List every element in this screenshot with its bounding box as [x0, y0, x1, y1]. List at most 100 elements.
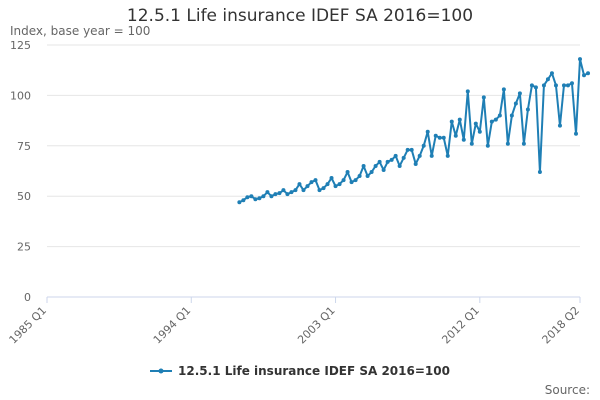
data-point: [369, 170, 374, 175]
data-point: [301, 188, 306, 193]
series-line: [238, 58, 589, 204]
data-point: [389, 157, 394, 162]
data-point: [309, 180, 314, 185]
data-point: [489, 119, 494, 124]
x-tick-label: 1985 Q1: [7, 304, 50, 347]
data-point: [493, 117, 498, 122]
data-point: [249, 194, 254, 199]
data-point: [269, 194, 274, 199]
data-point: [521, 141, 526, 146]
data-point: [505, 141, 510, 146]
y-tick-label: 75: [17, 140, 31, 153]
data-point: [565, 83, 570, 88]
data-point: [469, 141, 474, 146]
data-point: [586, 71, 591, 76]
x-tick-label: 2018 Q2: [540, 304, 583, 347]
data-point: [349, 180, 354, 185]
data-point: [533, 85, 538, 90]
data-point: [537, 170, 542, 175]
data-point: [345, 170, 350, 175]
data-point: [429, 153, 434, 158]
data-point: [545, 77, 550, 82]
data-point: [529, 83, 534, 88]
source-credit: Source:: [544, 383, 590, 397]
data-point: [541, 83, 546, 88]
data-point: [485, 143, 490, 148]
data-point: [509, 113, 514, 118]
data-point: [497, 113, 502, 118]
x-tick-label: 2003 Q1: [295, 304, 338, 347]
data-point: [517, 91, 522, 96]
y-tick-label: 125: [10, 39, 31, 52]
grid-lines: [47, 44, 580, 248]
data-point: [341, 178, 346, 183]
x-tick-label: 1994 Q1: [151, 304, 194, 347]
data-point: [257, 196, 262, 201]
y-tick-label: 0: [24, 291, 31, 304]
data-point: [457, 117, 462, 122]
data-point: [265, 190, 270, 195]
x-tick-label: 2012 Q1: [439, 304, 482, 347]
series-layer: [237, 57, 591, 205]
data-point: [557, 123, 562, 128]
legend-label: 12.5.1 Life insurance IDEF SA 2016=100: [178, 364, 450, 378]
legend-line-icon: [150, 368, 173, 374]
data-point: [353, 178, 358, 183]
data-point: [513, 101, 518, 106]
data-point: [393, 153, 398, 158]
data-point: [261, 194, 266, 199]
data-point: [425, 129, 430, 134]
data-point: [433, 133, 438, 138]
data-point: [289, 190, 294, 195]
legend: 12.5.1 Life insurance IDEF SA 2016=100: [0, 364, 600, 379]
data-point: [365, 174, 370, 179]
y-tick-label: 25: [17, 241, 31, 254]
data-point: [573, 131, 578, 136]
data-point: [333, 184, 338, 189]
data-point: [297, 182, 302, 187]
data-point: [461, 137, 466, 142]
data-point: [445, 153, 450, 158]
data-point: [377, 159, 382, 164]
data-point: [413, 161, 418, 166]
data-point: [525, 107, 530, 112]
data-point: [397, 163, 402, 168]
data-point: [481, 95, 486, 100]
data-point: [313, 178, 318, 183]
data-point: [325, 182, 330, 187]
y-axis-label: Index, base year = 100: [10, 24, 151, 38]
data-point: [473, 121, 478, 126]
data-point: [277, 191, 282, 196]
data-point: [321, 186, 326, 191]
data-point: [337, 182, 342, 187]
data-point: [281, 188, 286, 193]
data-point: [553, 83, 558, 88]
data-point: [373, 163, 378, 168]
data-point: [285, 192, 290, 197]
data-point: [578, 57, 582, 62]
data-point: [453, 133, 458, 138]
data-point: [501, 87, 506, 92]
chart-title: 12.5.1 Life insurance IDEF SA 2016=100: [126, 6, 474, 26]
data-point: [441, 135, 446, 140]
data-point: [317, 188, 322, 193]
data-point: [245, 195, 250, 200]
data-point: [465, 89, 470, 94]
data-point: [409, 147, 414, 152]
data-point: [437, 135, 442, 140]
data-point: [305, 184, 310, 189]
data-point: [569, 81, 574, 86]
data-point: [385, 159, 390, 164]
data-point: [477, 129, 482, 134]
data-point: [329, 176, 334, 181]
data-point: [449, 119, 454, 124]
data-point: [237, 200, 242, 205]
data-point: [405, 147, 410, 152]
data-point: [253, 197, 258, 202]
y-tick-label: 100: [10, 89, 31, 102]
data-point: [549, 71, 554, 76]
data-point: [421, 143, 426, 148]
legend-item[interactable]: 12.5.1 Life insurance IDEF SA 2016=100: [150, 364, 450, 378]
data-point: [241, 198, 246, 203]
data-point: [361, 163, 366, 168]
